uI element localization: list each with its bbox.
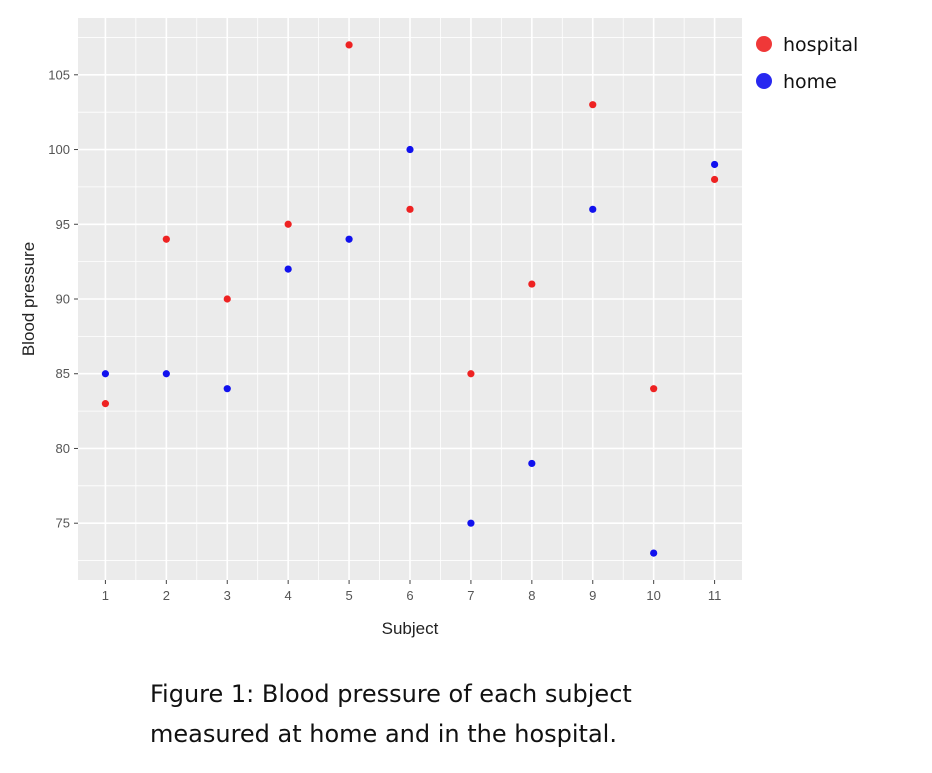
point-home bbox=[528, 459, 536, 468]
point-home bbox=[467, 519, 475, 527]
x-axis-ticks: 1 2 3 4 5 6 7 8 9 10 11 bbox=[102, 580, 722, 603]
y-tick-label: 75 bbox=[56, 516, 70, 531]
point-hospital bbox=[162, 235, 170, 243]
x-tick-label: 9 bbox=[589, 588, 596, 603]
point-home bbox=[589, 205, 597, 213]
point-home bbox=[406, 145, 414, 154]
y-tick-label: 85 bbox=[56, 366, 70, 381]
x-tick-label: 11 bbox=[708, 588, 722, 603]
figure-caption: Figure 1: Blood pressure of each subject… bbox=[150, 674, 850, 754]
y-tick-label: 95 bbox=[56, 217, 70, 232]
point-hospital bbox=[284, 220, 292, 228]
legend-label-home: home bbox=[783, 71, 837, 93]
point-home bbox=[650, 549, 658, 557]
caption-line-1: Figure 1: Blood pressure of each subject bbox=[150, 680, 632, 708]
x-tick-label: 8 bbox=[528, 588, 535, 603]
point-hospital bbox=[589, 101, 597, 109]
point-hospital bbox=[710, 175, 719, 184]
legend-label-hospital: hospital bbox=[783, 34, 858, 56]
x-tick-label: 6 bbox=[406, 588, 413, 603]
y-tick-label: 80 bbox=[56, 441, 70, 456]
legend-key-home bbox=[756, 73, 772, 89]
point-hospital bbox=[101, 400, 110, 408]
y-axis-ticks: 75 80 85 90 95 100 105 bbox=[48, 67, 78, 531]
point-hospital bbox=[223, 295, 231, 303]
x-tick-label: 10 bbox=[646, 588, 660, 603]
point-home bbox=[223, 385, 231, 393]
y-tick-label: 105 bbox=[48, 67, 70, 82]
x-tick-label: 5 bbox=[345, 588, 352, 603]
point-home bbox=[710, 160, 719, 169]
point-home bbox=[284, 265, 292, 273]
x-tick-label: 4 bbox=[285, 588, 292, 603]
y-tick-label: 90 bbox=[56, 292, 70, 307]
x-tick-label: 7 bbox=[467, 588, 474, 603]
gridlines bbox=[78, 18, 742, 580]
point-hospital bbox=[650, 385, 658, 393]
y-tick-label: 100 bbox=[48, 142, 70, 157]
caption-line-2: measured at home and in the hospital. bbox=[150, 720, 617, 748]
scatter-chart: 1 2 3 4 5 6 7 8 9 10 11 75 80 85 90 95 100 105 Subject B… bbox=[19, 18, 858, 638]
point-hospital bbox=[345, 41, 353, 49]
point-hospital bbox=[467, 370, 475, 378]
legend: hospital home bbox=[756, 34, 858, 93]
point-hospital bbox=[528, 280, 536, 288]
y-axis-title: Blood pressure bbox=[19, 242, 38, 356]
x-axis-title: Subject bbox=[382, 619, 439, 638]
point-hospital bbox=[406, 205, 414, 213]
point-home bbox=[345, 235, 353, 243]
x-tick-label: 1 bbox=[102, 588, 109, 603]
point-home bbox=[162, 370, 170, 378]
data-points bbox=[101, 41, 719, 557]
x-tick-label: 3 bbox=[224, 588, 231, 603]
legend-key-hospital bbox=[756, 36, 772, 52]
x-tick-label: 2 bbox=[163, 588, 170, 603]
point-home bbox=[101, 370, 110, 378]
